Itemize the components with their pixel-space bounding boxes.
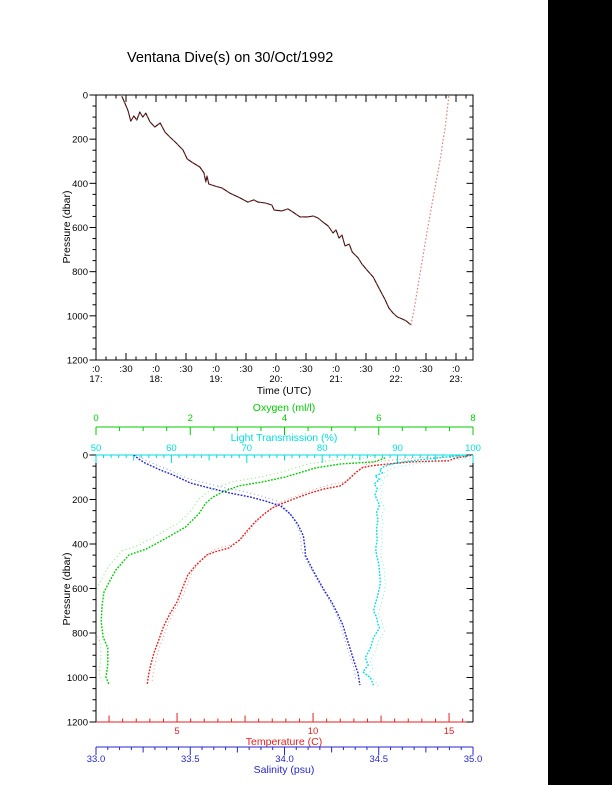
transmission-curve-echo — [367, 457, 473, 689]
salinity-curve — [133, 455, 361, 686]
pressure-tick-label: 200 — [72, 495, 88, 506]
hour-tick-label: 21: — [329, 374, 342, 385]
salinity-tick-label: 35.0 — [464, 754, 483, 765]
time-tick-label: :0 — [452, 364, 460, 375]
hour-tick-label: 22: — [389, 374, 402, 385]
hour-tick-label: 19: — [209, 374, 222, 385]
pressure-tick-label: 1000 — [67, 673, 88, 684]
pressure-tick-label: 1000 — [67, 311, 88, 322]
hour-tick-label: 18: — [149, 374, 162, 385]
oxygen-curve — [100, 457, 386, 686]
oxygen-tick-label: 0 — [93, 413, 98, 424]
time-tick-label: :30 — [299, 364, 312, 375]
pressure-tick-label: 400 — [72, 540, 88, 551]
salinity-axis-title: Salinity (psu) — [254, 764, 315, 776]
pressure-axis-title-bottom: Pressure (dbar) — [61, 553, 73, 626]
time-tick-label: :30 — [239, 364, 252, 375]
hour-tick-label: 23: — [449, 374, 462, 385]
oxygen-tick-label: 4 — [282, 413, 287, 424]
hour-tick-label: 17: — [89, 374, 102, 385]
transmission-tick-label: 50 — [91, 443, 102, 454]
time-tick-label: :30 — [119, 364, 132, 375]
time-tick-label: :0 — [392, 364, 400, 375]
pressure-tick-label: 800 — [72, 267, 88, 278]
transmission-upcast-group — [367, 457, 473, 689]
salinity-tick-label: 34.5 — [370, 754, 389, 765]
pressure-tick-label: 600 — [72, 584, 88, 595]
descent-trace — [121, 95, 412, 326]
transmission-tick-label: 100 — [465, 443, 481, 454]
pressure-tick-label: 400 — [72, 179, 88, 190]
time-tick-label: :0 — [92, 364, 100, 375]
pressure-tick-label: 1200 — [67, 356, 88, 367]
pressure-tick-label: 600 — [72, 223, 88, 234]
time-tick-label: :0 — [152, 364, 160, 375]
oxygen-tick-label: 6 — [376, 413, 381, 424]
temperature-upcast-group — [151, 455, 460, 682]
transmission-tick-label: 90 — [392, 443, 403, 454]
oxygen-axis-title: Oxygen (ml/l) — [253, 402, 315, 414]
oxygen-curve-echo — [96, 455, 377, 682]
oxygen-tick-label: 8 — [470, 413, 475, 424]
pressure-tick-label: 0 — [83, 91, 88, 102]
salinity-tick-label: 34.0 — [275, 754, 294, 765]
ascent-trace — [410, 96, 450, 326]
time-tick-label: :0 — [212, 364, 220, 375]
salinity-tick-label: 33.0 — [87, 754, 106, 765]
right-black-bar — [548, 0, 612, 785]
time-tick-label: :30 — [359, 364, 372, 375]
temperature-tick-label: 10 — [308, 726, 319, 737]
transmission-axis-title: Light Transmission (%) — [231, 432, 338, 444]
depth-time-chart: Time (UTC) Pressure (dbar) :017::30:018:… — [61, 91, 474, 397]
profile-curves-group — [96, 455, 473, 689]
pressure-axis-title-top: Pressure (dbar) — [61, 191, 73, 264]
temperature-axis-title: Temperature (C) — [246, 736, 322, 748]
pressure-tick-label: 200 — [72, 135, 88, 146]
oxygen-tick-label: 2 — [188, 413, 193, 424]
time-tick-label: :0 — [272, 364, 280, 375]
time-tick-label: :30 — [179, 364, 192, 375]
pressure-tick-label: 0 — [83, 451, 88, 462]
time-tick-label: :30 — [419, 364, 432, 375]
page-title: Ventana Dive(s) on 30/Oct/1992 — [127, 50, 333, 66]
time-tick-label: :0 — [332, 364, 340, 375]
transmission-tick-label: 70 — [242, 443, 253, 454]
transmission-tick-label: 80 — [317, 443, 328, 454]
temperature-curve-echo — [151, 455, 460, 682]
hour-tick-label: 20: — [269, 374, 282, 385]
dive-track-group — [121, 95, 450, 326]
pressure-tick-label: 800 — [72, 629, 88, 640]
oxygen-upcast-group — [96, 455, 377, 682]
temperature-tick-label: 5 — [174, 726, 179, 737]
transmission-tick-label: 60 — [166, 443, 177, 454]
time-axis-title: Time (UTC) — [257, 385, 311, 397]
pressure-tick-label: 1200 — [67, 718, 88, 729]
salinity-tick-label: 33.5 — [181, 754, 200, 765]
ctd-profile-chart: Oxygen (ml/l) Light Transmission (%) Tem… — [61, 402, 482, 776]
temperature-tick-label: 15 — [444, 726, 455, 737]
